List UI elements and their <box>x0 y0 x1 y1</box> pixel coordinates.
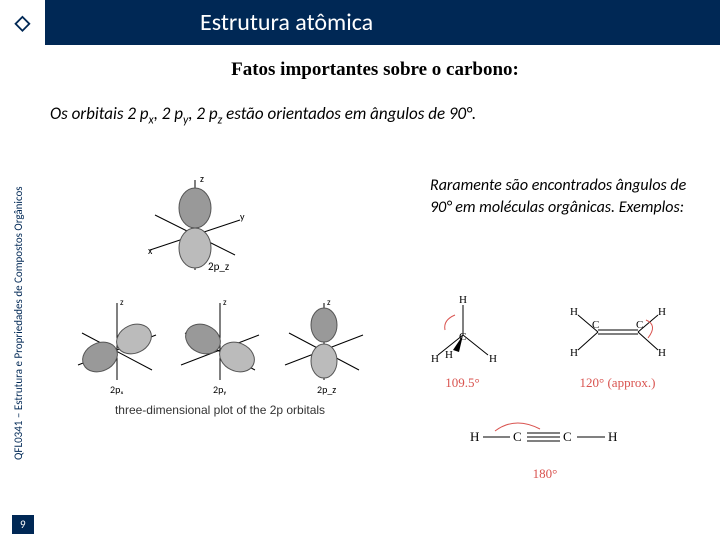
orbital-2pz: z 2p_z <box>277 295 370 395</box>
svg-text:C: C <box>592 319 599 331</box>
svg-text:2p_z: 2p_z <box>208 260 230 273</box>
slide-title: Estrutura atômica <box>200 8 373 37</box>
orbital-2pz-top: z y x 2p_z <box>140 170 370 285</box>
svg-text:2p_z: 2p_z <box>317 383 336 395</box>
orbital-caption: three-dimensional plot of the 2p orbital… <box>70 403 370 417</box>
page-number: 9 <box>12 515 34 534</box>
content-area: Fatos importantes sobre o carbono: Os or… <box>0 45 720 145</box>
svg-text:2pₓ: 2pₓ <box>110 383 123 395</box>
orbital-sentence: Os orbitais 2 px, 2 py, 2 pz estão orien… <box>50 103 700 127</box>
svg-text:H: H <box>459 294 467 306</box>
text-fragment: Os orbitais 2 p <box>50 103 149 124</box>
svg-text:H: H <box>570 306 578 318</box>
svg-text:2pᵧ: 2pᵧ <box>213 383 226 395</box>
svg-text:C: C <box>636 319 643 331</box>
orbital-diagram: z y x 2p_z z 2pₓ z 2pᵧ <box>70 170 370 417</box>
text-fragment: estão orientados em ângulos de 90°. <box>222 103 476 124</box>
svg-text:C: C <box>563 429 572 444</box>
svg-text:H: H <box>658 347 666 359</box>
svg-text:y: y <box>240 210 245 223</box>
text-fragment: , 2 p <box>154 103 183 124</box>
svg-text:H: H <box>570 347 578 359</box>
angle-label: 120° (approx.) <box>548 375 688 391</box>
molecule-c2h4-svg: H H H H C C <box>548 290 688 370</box>
orbital-svg: z y x 2p_z <box>140 170 250 280</box>
sidebar-course-label: QFL0341 – Estrutura e Propriedades de Co… <box>12 186 25 460</box>
molecule-ch4-svg: H H H H C <box>403 290 523 370</box>
orbital-row: z 2pₓ z 2pᵧ z 2p_z <box>70 295 370 395</box>
svg-text:z: z <box>327 297 331 308</box>
svg-text:H: H <box>658 306 666 318</box>
logo-box: ◇ <box>0 0 45 45</box>
svg-text:z: z <box>223 297 227 308</box>
svg-text:H: H <box>431 353 439 365</box>
svg-text:C: C <box>513 429 522 444</box>
orbital-2px: z 2pₓ <box>70 295 163 395</box>
molecule-c2h2: H C C H 180° <box>455 411 635 482</box>
content-subtitle: Fatos importantes sobre o carbono: <box>50 59 700 81</box>
molecule-examples: H H H H C 109.5° H H H H C <box>390 290 700 502</box>
text-fragment: , 2 p <box>188 103 217 124</box>
molecule-row-1: H H H H C 109.5° H H H H C <box>390 290 700 391</box>
angle-label: 109.5° <box>403 375 523 391</box>
svg-text:C: C <box>459 331 466 343</box>
molecule-ch4: H H H H C 109.5° <box>403 290 523 391</box>
svg-text:x: x <box>148 244 153 257</box>
svg-text:H: H <box>445 349 453 361</box>
slide-header: ◇ Estrutura atômica <box>0 0 720 45</box>
molecule-c2h4: H H H H C C 120° (approx.) <box>548 290 688 391</box>
svg-text:z: z <box>200 172 204 185</box>
molecule-c2h2-svg: H C C H <box>455 411 635 461</box>
angle-label: 180° <box>455 466 635 482</box>
svg-text:H: H <box>489 353 497 365</box>
molecule-row-2: H C C H 180° <box>390 411 700 482</box>
svg-text:H: H <box>470 429 479 444</box>
orbital-2py: z 2pᵧ <box>173 295 266 395</box>
svg-text:z: z <box>120 297 124 308</box>
side-paragraph: Raramente são encontrados ângulos de 90°… <box>430 175 690 220</box>
svg-text:H: H <box>608 429 617 444</box>
logo-icon: ◇ <box>15 10 30 35</box>
